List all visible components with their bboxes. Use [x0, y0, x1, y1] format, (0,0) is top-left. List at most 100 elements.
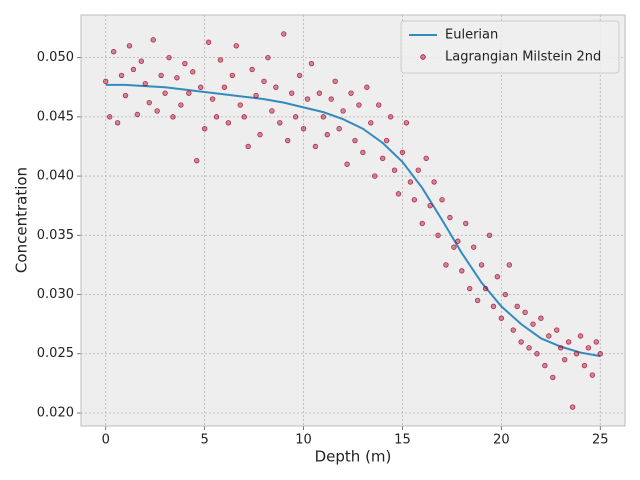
scatter-point: [146, 99, 152, 106]
scatter-point: [459, 268, 465, 274]
scatter-point: [296, 72, 303, 79]
x-tick-label: 5: [200, 433, 208, 448]
scatter-point: [174, 75, 180, 81]
scatter-point: [201, 126, 208, 132]
scatter-point: [415, 167, 421, 173]
x-tick-label: 20: [493, 433, 510, 448]
x-tick-label: 25: [592, 433, 609, 448]
scatter-point: [118, 72, 125, 79]
scatter-point: [419, 220, 425, 227]
scatter-point: [443, 262, 449, 268]
scatter-point: [376, 102, 382, 108]
scatter-point: [106, 114, 113, 120]
scatter-point: [312, 143, 319, 150]
scatter-point: [498, 315, 505, 321]
scatter-point: [197, 84, 204, 90]
scatter-point: [356, 102, 362, 108]
scatter-point: [502, 291, 509, 298]
scatter-point: [344, 161, 350, 167]
scatter-point: [467, 285, 473, 292]
y-tick-label: 0.045: [37, 109, 74, 124]
scatter-point: [538, 315, 544, 321]
scatter-point: [478, 262, 485, 268]
x-tick-label: 0: [102, 433, 110, 448]
scatter-point: [463, 220, 469, 227]
scatter-point: [399, 149, 406, 156]
scatter-point: [597, 351, 603, 357]
scatter-point: [372, 173, 378, 179]
scatter-point: [114, 120, 121, 126]
scatter-point: [288, 90, 295, 96]
y-tick-label: 0.040: [37, 169, 74, 184]
scatter-point: [439, 197, 445, 203]
scatter-point: [514, 303, 520, 310]
scatter-point: [217, 57, 224, 63]
scatter-point: [158, 72, 164, 79]
scatter-point: [205, 39, 212, 45]
scatter-point: [277, 120, 283, 126]
scatter-point: [411, 197, 418, 203]
scatter-point: [122, 92, 129, 99]
scatter-point: [368, 120, 374, 126]
scatter-point: [182, 60, 188, 67]
scatter-point: [320, 114, 327, 120]
scatter-point: [379, 155, 386, 162]
scatter-point: [336, 126, 342, 132]
scatter-point: [209, 96, 216, 102]
scatter-point: [225, 120, 232, 126]
scatter-point: [577, 333, 584, 339]
legend-label: Lagrangian Milstein 2nd: [445, 50, 601, 65]
scatter-point: [237, 102, 243, 108]
line-series: [105, 83, 601, 358]
scatter-point: [585, 345, 592, 351]
scatter-point: [364, 84, 370, 90]
scatter-point: [542, 362, 548, 369]
scatter-point: [134, 111, 141, 118]
scatter-point: [581, 362, 588, 369]
scatter-point: [213, 114, 220, 120]
scatter-point: [383, 137, 390, 144]
scatter-point: [281, 31, 287, 37]
scatter-point: [130, 66, 137, 73]
legend-box: [400, 20, 620, 74]
plot-frame: [80, 14, 626, 427]
scatter-point: [589, 372, 596, 378]
y-tick-label: 0.050: [37, 50, 74, 65]
scatter-point: [110, 49, 117, 55]
scatter-point: [352, 137, 358, 144]
plot-area: [81, 15, 625, 426]
x-tick-label: 15: [394, 433, 411, 448]
scatter-point: [308, 60, 315, 67]
scatter-point: [186, 90, 192, 96]
y-tick-label: 0.025: [37, 346, 74, 361]
legend: Eulerian Lagrangian Milstein 2nd: [400, 20, 620, 74]
scatter-point: [340, 108, 346, 114]
scatter-point: [194, 157, 200, 164]
scatter-point: [565, 339, 572, 345]
scatter-point: [534, 351, 540, 357]
scatter-point: [328, 96, 334, 102]
scatter-point: [482, 285, 489, 292]
scatter-point: [249, 66, 255, 73]
scatter-point: [138, 58, 145, 64]
scatter-point: [233, 43, 239, 49]
scatter-point: [403, 120, 410, 126]
scatter-point: [522, 309, 528, 315]
y-tick-label: 0.035: [37, 228, 74, 243]
scatter-point: [245, 143, 251, 150]
scatter-point: [103, 78, 109, 85]
legend-swatch: [420, 54, 426, 60]
scatter-point: [427, 202, 433, 209]
scatter-point: [257, 131, 263, 138]
scatter-point: [150, 37, 156, 43]
scatter-point: [455, 238, 461, 244]
legend-label: Eulerian: [445, 28, 498, 43]
scatter-point: [486, 232, 493, 239]
scatter-point: [569, 404, 576, 410]
scatter-point: [142, 80, 148, 87]
scatter-point: [431, 179, 437, 185]
scatter-point: [324, 131, 330, 138]
scatter-point: [304, 96, 311, 102]
scatter-point: [190, 69, 196, 75]
